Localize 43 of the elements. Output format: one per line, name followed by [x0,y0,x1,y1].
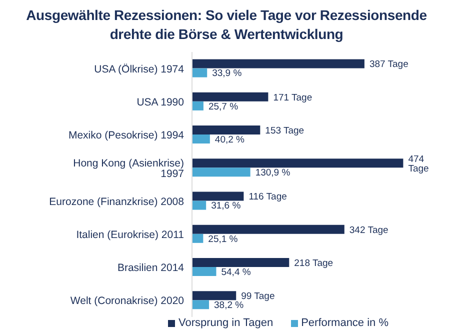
bar [192,192,244,201]
bar [192,234,204,243]
bar [192,168,250,177]
y-tick-label: Eurozone (Finanzkrise) 2008 [49,196,184,208]
y-tick-label: Mexiko (Pesokrise) 1994 [68,130,184,142]
bar [192,258,290,268]
data-label: 99 Tage [241,291,275,302]
y-tick-label: USA (Ölkrise) 1974 [94,63,184,76]
bar [192,134,210,144]
legend-label: Vorsprung in Tagen [177,317,274,329]
bar [192,101,204,110]
bar [192,291,236,300]
legend-label: Performance in % [300,317,389,329]
data-label: 40,2 % [214,134,246,146]
data-label: 38,2 % [214,300,244,312]
data-label: 54,4 % [221,266,252,278]
bar [192,59,364,68]
y-tick-label: Brasilien 2014 [117,262,184,274]
data-label: 130,9 % [255,168,291,179]
y-tick-label: Welt (Coronakrise) 2020 [70,295,184,308]
data-label: 31,6 % [211,200,242,212]
y-tick-label: Italien (Eurokrise) 2011 [76,228,184,241]
data-label: 474 Tage [408,154,429,174]
bar [192,126,260,135]
data-label: 342 Tage [349,224,388,236]
data-label: 387 Tage [369,59,408,70]
y-tick-label: Hong Kong (Asienkrise) 1997 [73,157,184,180]
data-label: 153 Tage [265,125,304,136]
bar [192,92,268,102]
bar [192,224,344,234]
data-label: 33,9 % [212,68,242,80]
y-tick-label: USA 1990 [136,96,184,108]
data-label: 25,1 % [208,234,238,245]
bar [192,68,208,78]
bar [192,200,206,210]
data-label: 25,7 % [208,101,239,112]
chart-title: Ausgewählte Rezessionen: So viele Tage vor Rezessionsende drehte die Börse & Wertentwicklung [25,6,428,44]
data-label: 171 Tage [273,92,312,104]
bar [192,300,210,310]
bar [192,158,404,168]
bar [192,267,216,276]
data-label: 218 Tage [294,258,334,269]
data-label: 116 Tage [248,192,287,203]
